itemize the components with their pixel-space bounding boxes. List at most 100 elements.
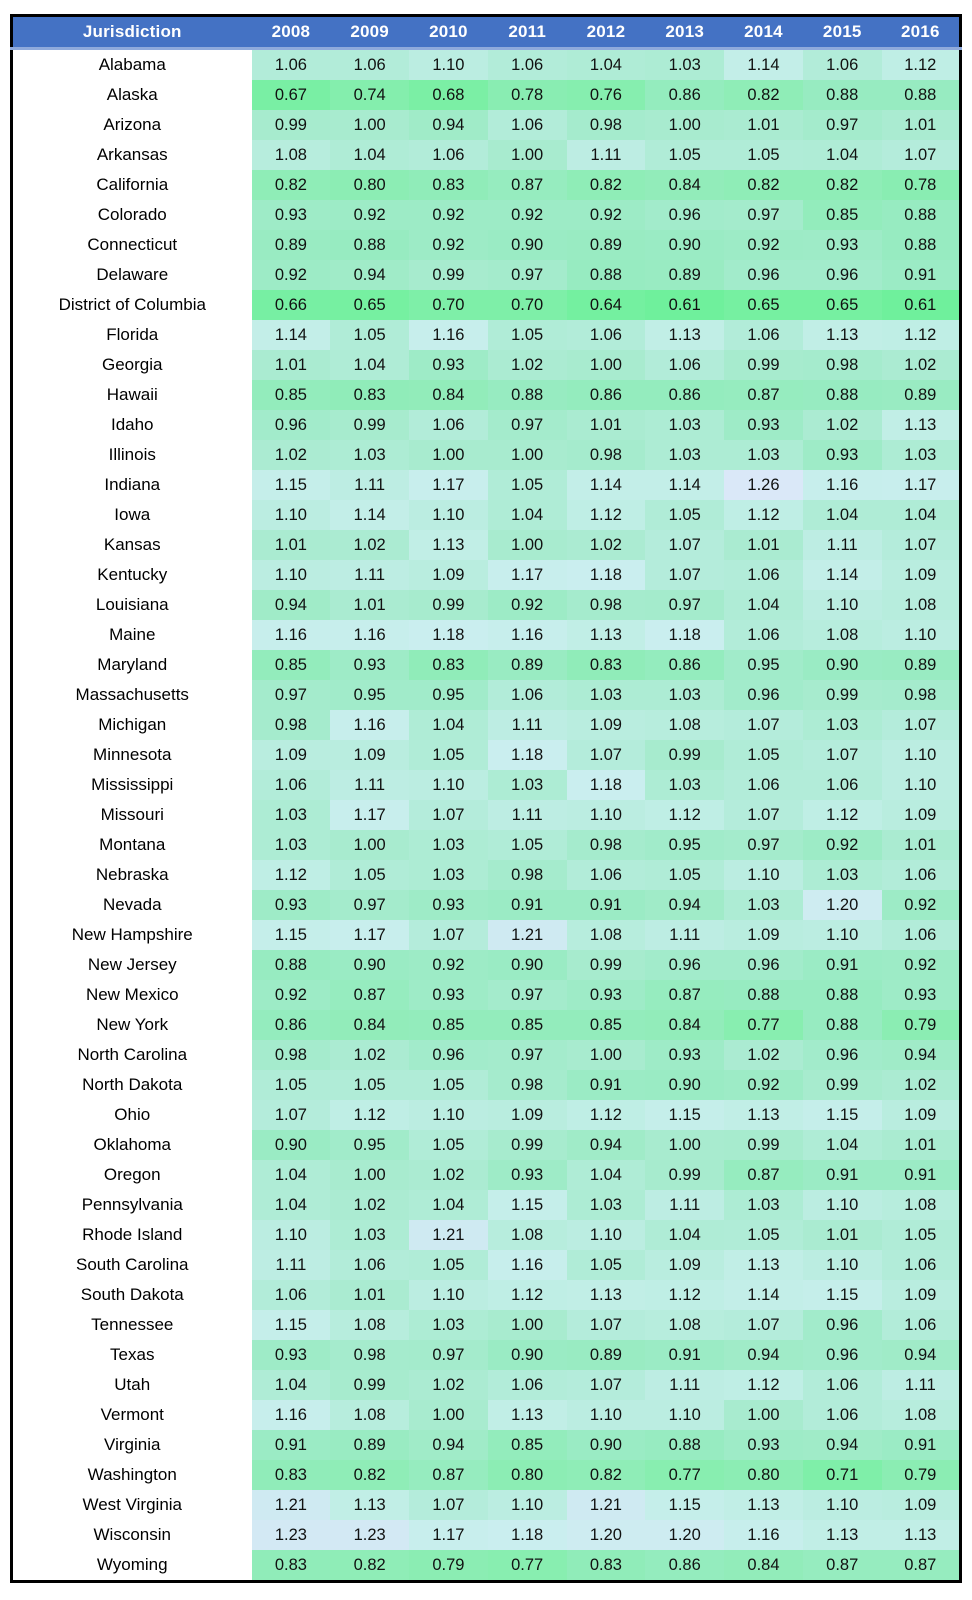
value-cell: 0.96 <box>802 1340 882 1370</box>
value-cell: 1.05 <box>724 1220 803 1250</box>
value-cell: 1.05 <box>409 1070 488 1100</box>
value-cell: 0.96 <box>724 950 803 980</box>
jurisdiction-cell: Massachusetts <box>11 680 252 710</box>
value-cell: 1.18 <box>566 770 646 800</box>
value-cell: 0.82 <box>330 1550 410 1582</box>
value-cell: 1.13 <box>724 1100 803 1130</box>
value-cell: 0.86 <box>645 1550 725 1582</box>
jurisdiction-cell: Rhode Island <box>11 1220 252 1250</box>
value-cell: 0.90 <box>802 650 882 680</box>
value-cell: 0.93 <box>802 440 882 470</box>
value-cell: 1.06 <box>802 48 882 80</box>
value-cell: 1.00 <box>330 830 410 860</box>
value-cell: 0.93 <box>802 230 882 260</box>
table-row: Virginia 0.91 0.89 0.94 0.85 0.90 0.88 0.93 0.94… <box>11 1430 961 1460</box>
value-cell: 0.91 <box>881 1160 961 1190</box>
value-cell: 1.13 <box>724 1490 803 1520</box>
table-row: Oklahoma 0.90 0.95 1.05 0.99 0.94 1.00 0.99 1.04… <box>11 1130 961 1160</box>
value-cell: 1.10 <box>645 1400 725 1430</box>
value-cell: 0.90 <box>566 1430 646 1460</box>
table-row: Texas 0.93 0.98 0.97 0.90 0.89 0.91 0.94 0.96 0.9… <box>11 1340 961 1370</box>
value-cell: 0.89 <box>881 380 961 410</box>
value-cell: 1.12 <box>566 500 646 530</box>
table-row: New York 0.86 0.84 0.85 0.85 0.85 0.84 0.77 0.88… <box>11 1010 961 1040</box>
table-row: Michigan 0.98 1.16 1.04 1.11 1.09 1.08 1.07 1.03… <box>11 710 961 740</box>
value-cell: 0.95 <box>409 680 488 710</box>
value-cell: 0.98 <box>251 1040 331 1070</box>
value-cell: 1.01 <box>881 830 961 860</box>
value-cell: 0.97 <box>802 110 882 140</box>
value-cell: 1.12 <box>251 860 331 890</box>
value-cell: 1.21 <box>566 1490 646 1520</box>
value-cell: 1.18 <box>566 560 646 590</box>
value-cell: 0.88 <box>802 980 882 1010</box>
value-cell: 0.67 <box>251 80 331 110</box>
value-cell: 1.14 <box>724 48 803 80</box>
jurisdiction-cell: Michigan <box>11 710 252 740</box>
jurisdiction-cell: New Mexico <box>11 980 252 1010</box>
jurisdiction-cell: District of Columbia <box>11 290 252 320</box>
jurisdiction-cell: Hawaii <box>11 380 252 410</box>
value-cell: 1.03 <box>645 48 725 80</box>
value-cell: 0.91 <box>802 1160 882 1190</box>
value-cell: 1.02 <box>330 1190 410 1220</box>
table-row: Washington 0.83 0.82 0.87 0.80 0.82 0.77 0.80 0.… <box>11 1460 961 1490</box>
jurisdiction-cell: North Dakota <box>11 1070 252 1100</box>
table-row: Connecticut 0.89 0.88 0.92 0.90 0.89 0.90 0.92 0… <box>11 230 961 260</box>
value-cell: 0.91 <box>881 260 961 290</box>
value-cell: 1.21 <box>487 920 567 950</box>
value-cell: 1.03 <box>645 440 725 470</box>
value-cell: 0.80 <box>724 1460 803 1490</box>
value-cell: 0.98 <box>802 350 882 380</box>
value-cell: 0.82 <box>566 170 646 200</box>
value-cell: 1.02 <box>409 1160 488 1190</box>
value-cell: 1.05 <box>487 470 567 500</box>
value-cell: 0.95 <box>330 680 410 710</box>
column-header-year: 2013 <box>645 14 725 50</box>
value-cell: 1.12 <box>645 800 725 830</box>
value-cell: 0.77 <box>645 1460 725 1490</box>
value-cell: 1.05 <box>251 1070 331 1100</box>
value-cell: 1.13 <box>409 530 488 560</box>
value-cell: 0.88 <box>881 200 961 230</box>
value-cell: 0.65 <box>724 290 803 320</box>
value-cell: 1.15 <box>251 470 331 500</box>
value-cell: 0.85 <box>487 1010 567 1040</box>
value-cell: 0.92 <box>330 200 410 230</box>
value-cell: 0.88 <box>881 230 961 260</box>
table-row: New Jersey 0.88 0.90 0.92 0.90 0.99 0.96 0.96 0.… <box>11 950 961 980</box>
table-row: Kentucky 1.10 1.11 1.09 1.17 1.18 1.07 1.06 1.14… <box>11 560 961 590</box>
value-cell: 1.11 <box>566 140 646 170</box>
value-cell: 0.87 <box>881 1550 961 1582</box>
value-cell: 1.00 <box>409 1400 488 1430</box>
value-cell: 1.06 <box>409 410 488 440</box>
value-cell: 0.71 <box>802 1460 882 1490</box>
value-cell: 0.90 <box>645 1070 725 1100</box>
value-cell: 1.14 <box>566 470 646 500</box>
value-cell: 0.92 <box>566 200 646 230</box>
value-cell: 0.85 <box>251 380 331 410</box>
value-cell: 0.97 <box>724 200 803 230</box>
value-cell: 1.02 <box>330 530 410 560</box>
value-cell: 1.15 <box>802 1100 882 1130</box>
table-row: North Dakota 1.05 1.05 1.05 0.98 0.91 0.90 0.92… <box>11 1070 961 1100</box>
value-cell: 0.87 <box>487 170 567 200</box>
value-cell: 1.00 <box>409 440 488 470</box>
jurisdiction-cell: Wisconsin <box>11 1520 252 1550</box>
value-cell: 1.07 <box>645 530 725 560</box>
value-cell: 0.90 <box>645 230 725 260</box>
value-cell: 0.89 <box>487 650 567 680</box>
value-cell: 1.02 <box>330 1040 410 1070</box>
jurisdiction-cell: Nevada <box>11 890 252 920</box>
value-cell: 1.01 <box>724 110 803 140</box>
value-cell: 0.91 <box>487 890 567 920</box>
jurisdiction-cell: Washington <box>11 1460 252 1490</box>
value-cell: 1.05 <box>487 320 567 350</box>
value-cell: 1.07 <box>566 740 646 770</box>
table-row: New Mexico 0.92 0.87 0.93 0.97 0.93 0.87 0.88 0.… <box>11 980 961 1010</box>
value-cell: 1.07 <box>881 710 961 740</box>
value-cell: 0.98 <box>566 440 646 470</box>
value-cell: 1.16 <box>409 320 488 350</box>
jurisdiction-cell: Virginia <box>11 1430 252 1460</box>
jurisdiction-cell: Florida <box>11 320 252 350</box>
